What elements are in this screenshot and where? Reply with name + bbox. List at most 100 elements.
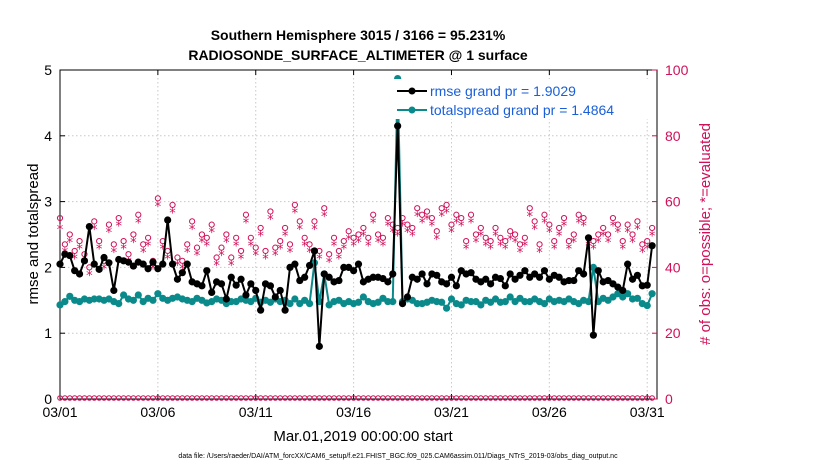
evaluated-obs-marker: * xyxy=(101,262,108,277)
zero-count-marker xyxy=(561,395,567,401)
zero-count-marker xyxy=(96,395,102,401)
totalspread-point xyxy=(291,295,299,303)
possible-obs-marker xyxy=(296,218,303,225)
possible-obs-marker xyxy=(56,214,64,222)
evaluated-obs-marker: * xyxy=(287,246,294,261)
totalspread-point xyxy=(66,292,74,300)
rmse-point xyxy=(403,293,412,301)
possible-obs-marker xyxy=(267,208,274,215)
zero-count-marker xyxy=(487,395,494,401)
evaluated-obs-marker: * xyxy=(297,223,304,238)
evaluated-obs-marker: * xyxy=(71,253,78,268)
zero-count-marker xyxy=(125,395,132,401)
possible-obs-marker xyxy=(507,228,514,235)
zero-count-marker xyxy=(86,395,93,401)
evaluated-obs-marker: * xyxy=(492,230,499,245)
rmse-point xyxy=(594,267,602,275)
obs-count-markers: ************ ****************************… xyxy=(56,195,656,401)
evaluated-obs-marker: * xyxy=(345,233,352,248)
rmse-point xyxy=(619,286,627,295)
x-tick-label: 03/06 xyxy=(140,404,175,420)
rmse-point xyxy=(496,274,505,283)
possible-obs-marker xyxy=(252,244,259,251)
totalspread-point xyxy=(359,293,367,301)
zero-count-marker xyxy=(610,395,616,401)
zero-count-marker xyxy=(71,395,78,401)
evaluated-obs-marker: * xyxy=(174,259,181,274)
evaluated-obs-marker: * xyxy=(341,243,348,258)
rmse-point xyxy=(633,271,642,279)
rmse-point xyxy=(149,258,157,266)
y-right-tick-label: 100 xyxy=(665,62,689,78)
possible-obs-marker xyxy=(619,237,626,245)
rmse-point xyxy=(501,282,509,290)
zero-count-marker xyxy=(433,395,440,401)
evaluated-obs-marker: * xyxy=(292,206,299,221)
rmse-point xyxy=(257,306,265,314)
possible-obs-marker xyxy=(350,234,357,241)
possible-obs-marker xyxy=(330,234,338,241)
evaluated-obs-marker: * xyxy=(615,226,622,241)
evaluated-obs-marker: * xyxy=(394,230,401,245)
rmse-point xyxy=(154,265,162,273)
rmse-point xyxy=(584,234,593,242)
totalspread-point xyxy=(648,290,656,298)
evaluated-obs-marker: * xyxy=(434,233,441,248)
evaluated-obs-marker: * xyxy=(566,243,573,258)
possible-obs-marker xyxy=(277,237,284,245)
zero-count-marker xyxy=(580,395,587,401)
y-tick-label: 3 xyxy=(44,194,52,210)
rmse-point xyxy=(521,267,529,275)
zero-count-marker xyxy=(571,395,577,401)
possible-obs-marker xyxy=(233,234,240,241)
zero-count-marker xyxy=(130,395,137,401)
evaluated-obs-marker: * xyxy=(252,249,259,264)
legend-label-rmse: rmse grand pr = 1.9029 xyxy=(430,83,576,99)
possible-obs-marker xyxy=(575,211,582,218)
possible-obs-marker xyxy=(71,247,78,255)
evaluated-obs-marker: * xyxy=(551,243,558,258)
rmse-point xyxy=(389,270,397,278)
possible-obs-marker xyxy=(154,195,161,202)
possible-obs-marker xyxy=(179,257,186,264)
rmse-point xyxy=(159,260,167,268)
possible-obs-marker xyxy=(340,237,347,245)
totalspread-point xyxy=(354,298,363,306)
zero-count-marker xyxy=(492,395,499,401)
zero-count-marker xyxy=(590,395,597,401)
series-group xyxy=(56,74,656,350)
zero-count-marker xyxy=(115,395,122,401)
evaluated-obs-marker: * xyxy=(522,239,529,254)
rmse-point xyxy=(139,260,147,268)
zero-count-marker xyxy=(424,395,430,401)
zero-count-marker xyxy=(517,395,523,401)
possible-obs-marker xyxy=(370,211,377,218)
rmse-point xyxy=(178,269,186,277)
x-tick-label: 03/21 xyxy=(434,404,469,420)
rmse-point xyxy=(418,270,426,278)
rmse-point xyxy=(164,216,172,224)
rmse-point xyxy=(252,286,260,295)
rmse-point xyxy=(535,273,544,281)
possible-obs-marker xyxy=(609,214,617,222)
zero-count-marker xyxy=(243,395,249,401)
possible-obs-marker xyxy=(242,211,250,218)
possible-obs-marker xyxy=(531,218,538,225)
zero-count-marker xyxy=(81,395,88,401)
zero-count-marker xyxy=(385,395,391,401)
evaluated-obs-marker: * xyxy=(590,243,597,258)
possible-obs-marker xyxy=(203,234,210,241)
y-tick-label: 1 xyxy=(44,325,52,341)
rmse-point xyxy=(447,273,456,281)
zero-count-marker xyxy=(629,395,636,401)
rmse-point xyxy=(384,278,392,286)
zero-count-marker xyxy=(399,395,406,401)
evaluated-obs-marker: * xyxy=(355,236,362,251)
zero-count-marker xyxy=(296,395,303,401)
possible-obs-marker xyxy=(448,221,455,228)
possible-obs-marker xyxy=(624,221,631,228)
zero-count-marker xyxy=(619,395,626,401)
zero-count-marker xyxy=(341,395,347,401)
x-tick-label: 03/11 xyxy=(239,404,273,420)
possible-obs-marker xyxy=(355,231,362,238)
